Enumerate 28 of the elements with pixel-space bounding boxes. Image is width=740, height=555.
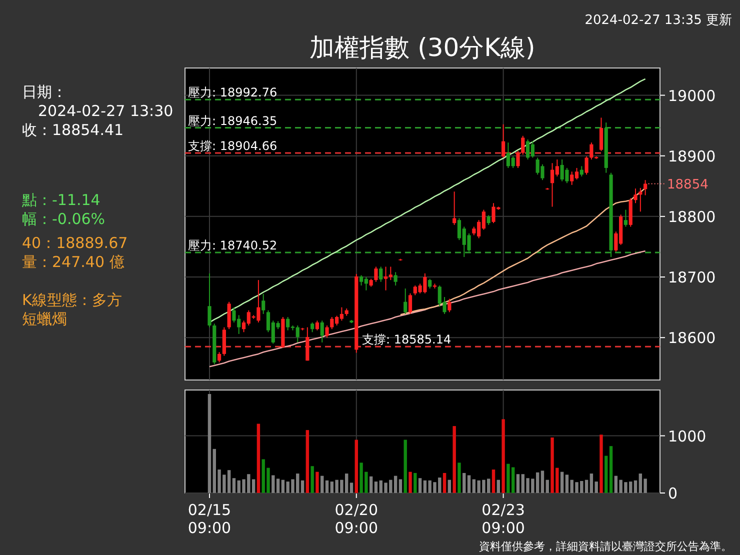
text: 資料僅供參考，詳細資料請以臺灣證交所公告為準。 <box>479 540 732 553</box>
ref-line-label: 支撐: 18585.14 <box>362 332 452 347</box>
x-tick-label: 02/15 09:00 <box>188 501 232 537</box>
y-tick-label: 18700 <box>668 268 716 287</box>
x-tick-label: 02/20 09:00 <box>334 501 378 537</box>
text: 日期： <box>22 83 67 101</box>
ref-line-label: 壓力: 18992.76 <box>188 86 278 100</box>
text: 收：18854.41 <box>22 121 124 139</box>
y-tick-label: 0 <box>668 484 678 502</box>
text: 點：-11.14 <box>21 191 100 209</box>
ref-line-label: 壓力: 18946.35 <box>188 114 278 128</box>
ref-line-label: 壓力: 18740.52 <box>188 238 278 252</box>
y-tick-label: 18600 <box>668 329 716 348</box>
ref-line-label: 支撐: 18904.66 <box>188 139 278 154</box>
y-tick-label: 1000 <box>668 427 706 446</box>
text: 2024-02-27 13:35 更新 <box>584 13 732 28</box>
x-tick-label: 02/23 09:00 <box>482 501 525 537</box>
text: 18854 <box>667 178 708 193</box>
chart-title: 加權指數 (30分K線) <box>310 33 536 62</box>
text: K線型態：多方 <box>22 291 122 309</box>
y-tick-label: 18800 <box>668 208 716 226</box>
text: 量：247.40 億 <box>22 253 124 271</box>
text: 幅：-0.06% <box>22 210 106 228</box>
y-tick-label: 18900 <box>668 147 716 166</box>
text: 2024-02-27 13:30 <box>38 102 174 120</box>
text: 短蠟燭 <box>22 310 67 328</box>
text: 40：18889.67 <box>22 234 128 252</box>
y-tick-label: 19000 <box>668 86 716 105</box>
